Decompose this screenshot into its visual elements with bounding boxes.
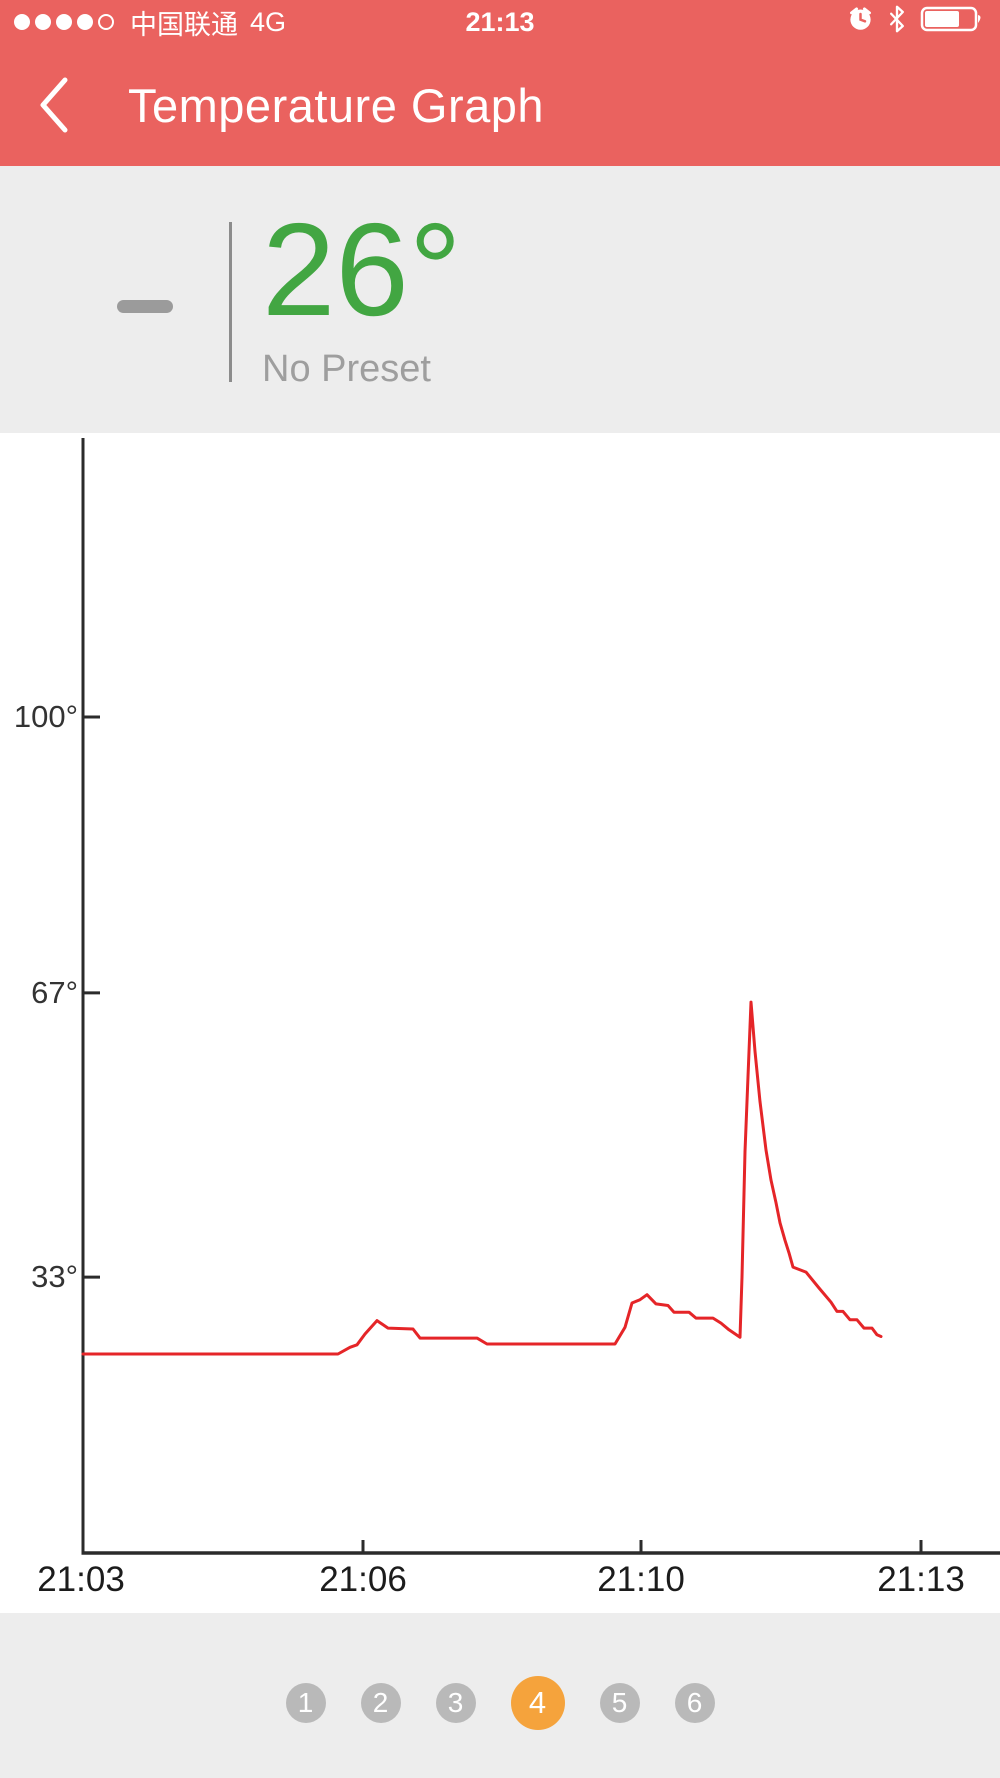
svg-text:67°: 67° [31, 975, 78, 1010]
signal-dot-filled [14, 14, 30, 30]
svg-text:100°: 100° [14, 699, 78, 734]
nav-bar: Temperature Graph [0, 44, 1000, 166]
signal-dot-filled [77, 14, 93, 30]
battery-icon [920, 4, 986, 41]
status-bar: 中国联通 4G 21:13 [0, 0, 1000, 44]
svg-text:21:06: 21:06 [319, 1560, 407, 1599]
status-left: 中国联通 4G [14, 3, 286, 42]
page-dot-3[interactable]: 3 [435, 1682, 476, 1723]
signal-dot-empty [98, 14, 114, 30]
svg-text:21:13: 21:13 [877, 1560, 965, 1599]
minus-icon [117, 299, 173, 313]
temperature-panel: 26° No Preset [0, 166, 1000, 433]
page-title: Temperature Graph [128, 78, 545, 132]
signal-strength-icon [14, 14, 114, 30]
page-dot-4-active[interactable]: 4 [510, 1675, 565, 1730]
preset-status: No Preset [262, 347, 431, 390]
page-dot-1[interactable]: 1 [285, 1682, 326, 1723]
page-dot-5[interactable]: 5 [599, 1682, 640, 1723]
temperature-readout: 26° No Preset [262, 200, 462, 391]
chevron-left-icon [38, 77, 70, 137]
current-temperature: 26° [262, 196, 462, 343]
network-type-label: 4G [250, 6, 287, 37]
svg-text:21:10: 21:10 [597, 1560, 685, 1599]
signal-dot-filled [35, 14, 51, 30]
vertical-divider [229, 222, 232, 382]
svg-text:21:03: 21:03 [37, 1560, 125, 1599]
status-right [847, 4, 986, 41]
signal-dot-filled [56, 14, 72, 30]
alarm-icon [847, 5, 874, 39]
back-button[interactable] [28, 66, 80, 144]
bluetooth-icon [887, 5, 907, 40]
temperature-chart: 100° 67° 33° 21:03 21:06 21:10 21:13 [0, 433, 1000, 1613]
decrease-temperature-button[interactable] [95, 266, 195, 346]
page-dot-2[interactable]: 2 [360, 1682, 401, 1723]
page-dot-6[interactable]: 6 [674, 1682, 715, 1723]
svg-text:33°: 33° [31, 1259, 78, 1294]
carrier-label: 中国联通 [130, 9, 238, 40]
temperature-chart-svg: 100° 67° 33° 21:03 21:06 21:10 21:13 [14, 438, 1000, 1599]
